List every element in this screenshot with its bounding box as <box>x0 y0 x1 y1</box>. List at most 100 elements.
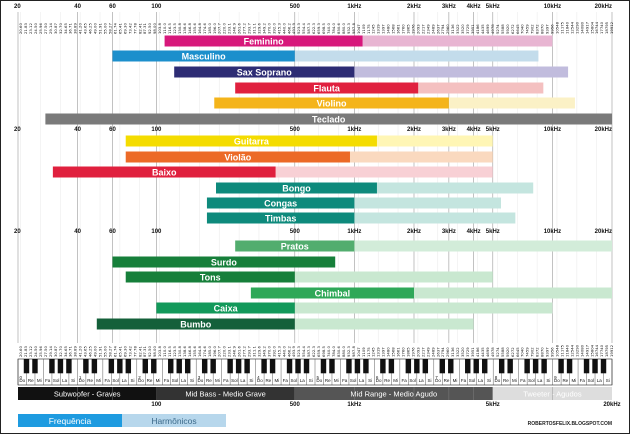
top-frequency-label: 4978 <box>490 24 495 34</box>
bottom-frequency-label: 87.31 <box>142 346 147 357</box>
zone-1 <box>156 387 295 400</box>
bar-label-caixa: Caixa <box>214 304 239 314</box>
bottom-frequency-label: 3322 <box>455 347 460 357</box>
x-tick-label: 3kHz <box>442 229 456 235</box>
key-note-label: Fa <box>164 378 170 383</box>
key-note-label: Re <box>147 378 153 383</box>
bottom-frequency-label: 25.96 <box>38 346 43 357</box>
x-tick-label: 4kHz <box>467 229 481 235</box>
x-tick-label: 10kHz <box>544 4 561 10</box>
top-frequency-label: 19912 <box>609 21 614 34</box>
key-note-label: Mi <box>37 378 42 383</box>
bottom-frequency-label: 277.2 <box>242 346 247 357</box>
top-frequency-label: 21.83 <box>23 23 28 34</box>
top-frequency-label: 2093 <box>415 24 420 34</box>
bottom-frequency-label: 4978 <box>490 347 495 357</box>
top-frequency-label: 123.5 <box>172 23 177 34</box>
x-tick-label: 20kHz <box>595 229 612 235</box>
bottom-frequency-label: 5920 <box>505 347 510 357</box>
black-key <box>66 359 72 374</box>
x-tick-label: 60 <box>109 229 116 235</box>
top-frequency-label: 17740 <box>599 21 604 34</box>
key-note-label: Mi <box>334 378 339 383</box>
top-frequency-label: 92.50 <box>147 23 152 34</box>
key-note-label: Sol <box>528 378 535 383</box>
bottom-frequency-label: 233.1 <box>227 346 232 357</box>
black-key <box>49 359 55 374</box>
bottom-frequency-label: 82.41 <box>137 346 142 357</box>
top-frequency-label: 3520 <box>460 24 465 34</box>
bar-label-viol-o: Violão <box>224 153 251 163</box>
key-note-label: Mi <box>274 378 279 383</box>
key-note-label: Fa <box>104 378 110 383</box>
bar-harmonics-masculino <box>294 50 539 62</box>
bottom-frequency-label: 493.9 <box>291 346 296 357</box>
bottom-frequency-label: 329.6 <box>256 346 261 357</box>
top-frequency-label: 24.50 <box>33 23 38 34</box>
top-frequency-label: 830.6 <box>336 23 341 34</box>
bottom-frequency-label: 1175 <box>366 347 371 357</box>
x-tick-label: 500 <box>290 4 301 10</box>
key-note-label: Si <box>487 378 491 383</box>
black-key <box>303 359 310 374</box>
black-key <box>422 359 429 374</box>
key-note-label: Re <box>206 378 212 383</box>
black-key <box>151 359 157 374</box>
zone-tick-label: 20kHz <box>603 402 620 408</box>
top-frequency-label: 261.6 <box>237 23 242 34</box>
top-frequency-label: 3951 <box>470 24 475 34</box>
top-frequency-label: 659.3 <box>316 23 321 34</box>
key-note-label: Do <box>138 378 144 383</box>
black-key <box>23 359 30 374</box>
top-frequency-label: 41.20 <box>78 23 83 34</box>
bottom-frequency-label: 155.6 <box>192 346 197 357</box>
octave-label: 9 <box>554 375 557 380</box>
top-frequency-label: 46.25 <box>88 23 93 34</box>
key-note-label: Re <box>384 378 390 383</box>
top-frequency-label: 2794 <box>440 24 445 34</box>
bottom-frequency-label: 830.6 <box>336 346 341 357</box>
bar-harmonics-chimbal <box>414 287 612 299</box>
top-frequency-label: 7902 <box>530 24 535 34</box>
bottom-frequency-label: 12544 <box>569 344 574 357</box>
black-key <box>329 359 335 374</box>
key-note-label: Si <box>428 378 432 383</box>
zone-1-label: Mid Bass - Medio Grave <box>185 390 265 399</box>
bottom-frequency-label: 1480 <box>386 347 391 357</box>
bottom-frequency-label: 146.8 <box>187 346 192 357</box>
bottom-frequency-label: 523.3 <box>296 346 301 357</box>
bottom-frequency-label: 110.0 <box>162 346 167 357</box>
top-frequency-label: 155.6 <box>192 23 197 34</box>
black-key <box>210 359 216 374</box>
key-note-label: Fa <box>45 378 51 383</box>
bar-guitarra <box>125 135 377 147</box>
top-frequency-label: 16744 <box>594 21 599 34</box>
top-frequency-label: 11840 <box>564 21 569 34</box>
x-tick-label: 1kHz <box>347 127 361 133</box>
bottom-frequency-label: 2794 <box>440 347 445 357</box>
key-note-label: Re <box>562 378 568 383</box>
bottom-frequency-label: 34.65 <box>63 346 68 357</box>
bottom-frequency-label: 16744 <box>594 344 599 357</box>
bar-caixa <box>156 302 295 314</box>
bottom-frequency-label: 138.6 <box>182 346 187 357</box>
bottom-frequency-label: 49.00 <box>93 346 98 357</box>
top-frequency-label: 6272 <box>510 24 515 34</box>
bar-bumbo <box>96 318 295 330</box>
x-tick-label: 20kHz <box>595 4 612 10</box>
bottom-frequency-label: 1760 <box>401 347 406 357</box>
black-key <box>184 359 191 374</box>
top-frequency-label: 440.0 <box>281 23 286 34</box>
bar-label-flauta: Flauta <box>313 84 340 94</box>
bottom-frequency-label: 38.89 <box>73 346 78 357</box>
bottom-frequency-label: 740.0 <box>326 346 331 357</box>
bar-harmonics-baixo <box>275 166 493 178</box>
x-tick-label: 1kHz <box>347 229 361 235</box>
top-frequency-label: 130.8 <box>177 23 182 34</box>
bottom-frequency-label: 69.30 <box>122 346 127 357</box>
black-key <box>168 359 174 374</box>
black-key <box>142 359 149 374</box>
key-note-label: Si <box>131 378 135 383</box>
top-frequency-label: 784.0 <box>331 23 336 34</box>
top-frequency-label: 98.00 <box>152 23 157 34</box>
